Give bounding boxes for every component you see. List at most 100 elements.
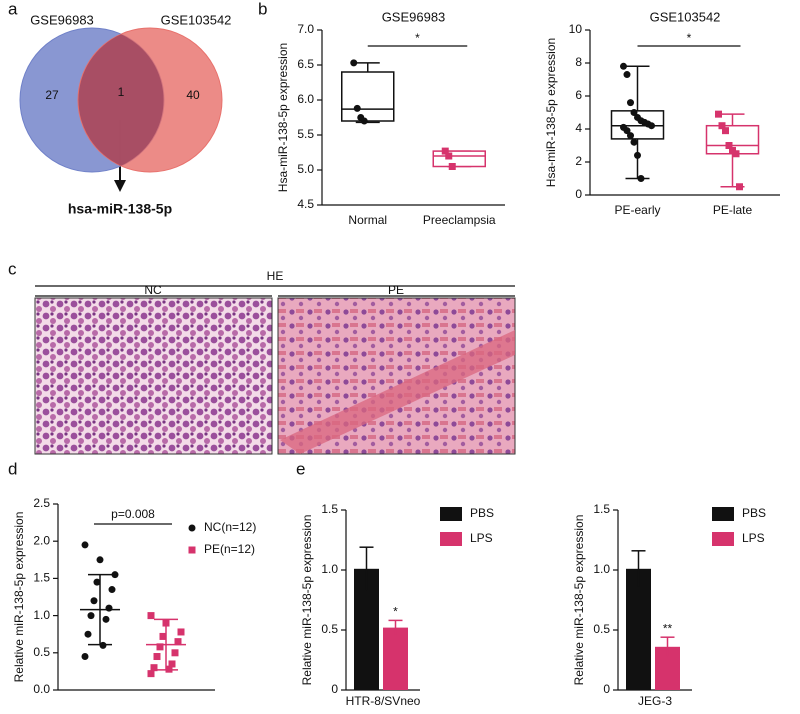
point — [360, 117, 368, 125]
panel-letter: d — [8, 459, 17, 478]
point — [637, 175, 645, 182]
point — [623, 71, 631, 79]
y-tick-label: 0 — [603, 682, 610, 696]
point — [732, 150, 740, 158]
point — [630, 109, 638, 116]
overlap-count: 1 — [118, 85, 125, 99]
venn-overlap — [78, 34, 164, 166]
y-tick-label: 6.0 — [297, 92, 314, 106]
y-tick-label: 1.0 — [33, 608, 50, 622]
point — [620, 62, 627, 70]
chart-title: GSE103542 — [650, 9, 721, 24]
y-tick-label: 0 — [575, 187, 582, 201]
point — [96, 556, 104, 564]
point — [445, 152, 453, 160]
point — [159, 632, 167, 640]
point — [81, 541, 89, 549]
x-tick-label: Normal — [348, 213, 387, 227]
y-tick-label: 4.5 — [297, 197, 314, 211]
y-axis-label: Relative miR-138-5p expression — [572, 515, 586, 686]
point — [111, 571, 119, 579]
y-tick-label: 1.5 — [321, 502, 338, 516]
point — [350, 59, 358, 67]
point — [174, 638, 182, 646]
legend-swatch — [712, 507, 734, 521]
point — [84, 630, 92, 638]
x-tick-label: PE-late — [713, 203, 753, 217]
y-tick-label: 2 — [575, 154, 582, 168]
sig-label: ** — [663, 621, 673, 635]
he-title: HE — [267, 269, 284, 283]
legend-label: PE(n=12) — [204, 542, 255, 556]
set-count: 27 — [45, 88, 59, 102]
point — [441, 147, 449, 155]
point — [725, 142, 733, 149]
x-tick-label: PE-early — [614, 203, 660, 217]
set-name: GSE103542 — [161, 12, 232, 27]
legend-label: PBS — [742, 506, 766, 520]
legend-swatch — [440, 507, 462, 521]
x-axis-label: JEG-3 — [638, 694, 672, 708]
y-axis-label: Hsa-miR-138-5p expression — [276, 43, 290, 192]
y-tick-label: 0 — [331, 682, 338, 696]
point — [722, 127, 729, 135]
sig-label: p=0.008 — [111, 507, 155, 521]
legend-marker — [188, 546, 196, 554]
point — [648, 122, 655, 130]
point — [736, 183, 743, 191]
y-tick-label: 0.5 — [33, 645, 50, 659]
box — [341, 71, 395, 122]
sig-label: * — [415, 31, 420, 45]
legend-label: PBS — [470, 506, 494, 520]
point — [90, 597, 98, 605]
point — [156, 643, 164, 651]
y-tick-label: 10 — [569, 22, 583, 36]
point — [105, 604, 113, 612]
sig-label: * — [393, 605, 398, 619]
y-tick-label: 2.0 — [33, 533, 50, 547]
y-tick-label: 1.5 — [33, 571, 50, 585]
y-axis-label: Relative miR-138-5p expression — [12, 512, 26, 683]
y-tick-label: 6.5 — [297, 57, 314, 71]
y-axis-label: Relative miR-138-5p expression — [300, 515, 314, 686]
sig-label: * — [687, 31, 692, 45]
legend-swatch — [440, 532, 462, 546]
point — [623, 127, 631, 135]
point — [147, 612, 155, 620]
box — [432, 150, 486, 168]
bar — [626, 568, 651, 690]
legend-label: LPS — [742, 531, 765, 545]
venn-label: hsa-miR-138-5p — [68, 201, 172, 217]
point — [102, 615, 110, 623]
chart-title: GSE96983 — [382, 9, 446, 24]
point — [634, 151, 641, 159]
y-tick-label: 2.5 — [33, 496, 50, 510]
legend-swatch — [712, 532, 734, 546]
y-tick-label: 5.0 — [297, 162, 314, 176]
y-tick-label: 7.0 — [297, 22, 314, 36]
y-tick-label: 0.5 — [593, 622, 610, 636]
bar — [383, 627, 408, 690]
point — [627, 99, 634, 107]
x-tick-label: Preeclampsia — [423, 213, 496, 227]
group-label: NC — [144, 283, 162, 297]
point — [87, 612, 95, 620]
point — [630, 138, 638, 146]
legend-label: LPS — [470, 531, 493, 545]
point — [171, 649, 179, 657]
point — [150, 664, 158, 672]
point — [353, 104, 361, 112]
panel-letter: b — [258, 0, 267, 18]
pe-stroma — [280, 330, 515, 454]
nc-image — [34, 297, 273, 455]
point — [81, 653, 89, 661]
y-tick-label: 6 — [575, 88, 582, 102]
point — [168, 660, 176, 668]
y-tick-label: 8 — [575, 55, 582, 69]
arrow-head — [114, 180, 126, 192]
y-tick-label: 0.5 — [321, 622, 338, 636]
point — [108, 586, 116, 594]
y-tick-label: 4 — [575, 121, 582, 135]
y-tick-label: 1.0 — [321, 562, 338, 576]
